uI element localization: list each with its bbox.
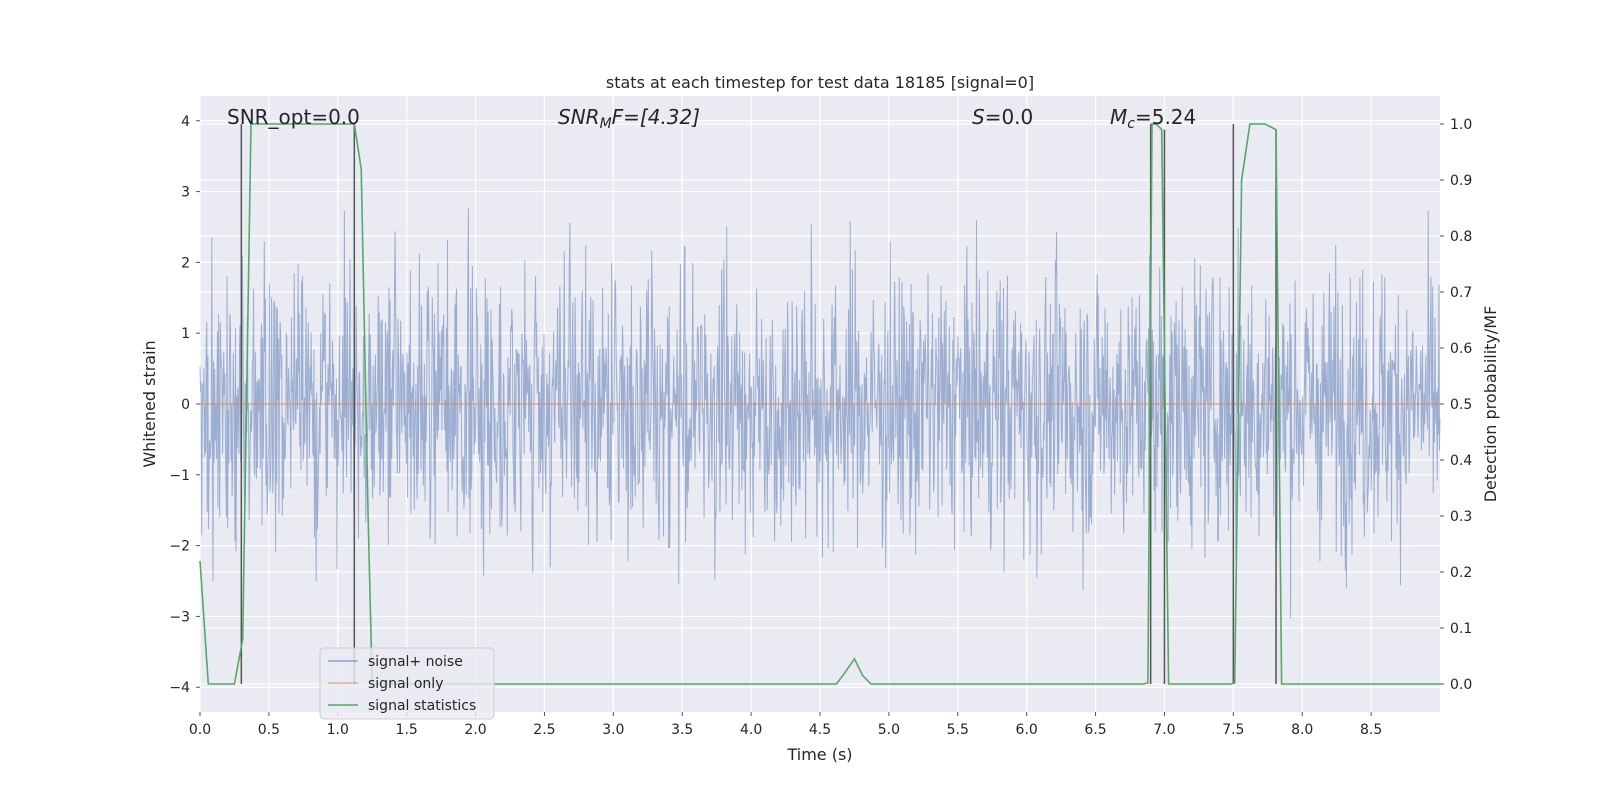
x-tick-label: 6.0	[1016, 722, 1038, 738]
x-tick-label: 5.5	[947, 722, 969, 738]
x-tick-label: 7.5	[1222, 722, 1244, 738]
y2-tick-label: 0.3	[1450, 509, 1472, 525]
legend-label-stats: signal statistics	[368, 698, 476, 714]
x-tick-label: 4.5	[809, 722, 831, 738]
legend-label-signal: signal only	[368, 676, 443, 692]
x-tick-label: 6.5	[1084, 722, 1106, 738]
x-tick-label: 2.5	[533, 722, 555, 738]
annotation-mc-prefix: M	[1110, 105, 1127, 129]
annotation-s-value: =0.0	[985, 105, 1034, 129]
signal-statistics-series	[199, 123, 1440, 685]
y-tick-label: 3	[181, 185, 190, 201]
y2-tick-label: 0.1	[1450, 621, 1472, 637]
x-tick-label: 0.0	[189, 722, 211, 738]
y-tick-label: 2	[181, 255, 190, 271]
annotation-s-prefix: S	[972, 105, 985, 129]
y-tick-label: 0	[181, 397, 190, 413]
y2-tick-label: 0.0	[1450, 677, 1472, 693]
legend-box	[319, 647, 495, 720]
y-tick-label: −4	[169, 680, 190, 696]
x-tick-label: 2.0	[464, 722, 486, 738]
x-tick-label: 8.5	[1360, 722, 1382, 738]
annotation-mc-value: =5.24	[1135, 105, 1196, 129]
y2-tick-label: 0.5	[1450, 397, 1472, 413]
x-axis-ticks: 0.0 0.5 1.0 1.5 2.0 2.5 3.0 3.5 4.0 4.5 5.0 5.5 6.0 6…	[189, 712, 1382, 738]
annotation-snr-mf-prefix: SNR	[558, 105, 600, 129]
y-tick-label: 1	[181, 326, 190, 342]
y-tick-label: −2	[169, 539, 190, 555]
chart-title: stats at each timestep for test data 181…	[606, 73, 1034, 92]
y-axis-label: Whitened strain	[140, 340, 159, 467]
x-tick-label: 1.5	[396, 722, 418, 738]
y2-tick-label: 0.6	[1450, 341, 1472, 357]
y-tick-label: 4	[181, 114, 190, 130]
legend: signal+ noise signal only signal statist…	[319, 647, 495, 720]
y2-axis-ticks: 0.0 0.1 0.2 0.3 0.4 0.5 0.6 0.7 0.8 0.9 1.0	[1440, 117, 1472, 693]
y2-tick-label: 0.8	[1450, 229, 1472, 245]
signal-statistics-line	[199, 123, 1440, 685]
x-tick-label: 1.0	[327, 722, 349, 738]
y2-tick-label: 0.4	[1450, 453, 1472, 469]
x-tick-label: 3.5	[671, 722, 693, 738]
y2-tick-label: 0.7	[1450, 285, 1472, 301]
annotation-snr-mf: SNRMF=[4.32]	[558, 105, 700, 132]
x-tick-label: 5.0	[878, 722, 900, 738]
y2-axis-label: Detection probability/MF	[1481, 306, 1500, 503]
x-tick-label: 4.0	[740, 722, 762, 738]
annotation-snr-opt: SNR_opt=0.0	[227, 105, 360, 129]
annotation-mc: Mc=5.24	[1110, 105, 1196, 132]
x-tick-label: 7.0	[1153, 722, 1175, 738]
y2-tick-label: 1.0	[1450, 117, 1472, 133]
annotation-snr-mf-f: F=[4.32]	[612, 105, 700, 129]
x-axis-label: Time (s)	[786, 745, 852, 764]
y-tick-label: −1	[169, 468, 190, 484]
x-tick-label: 0.5	[258, 722, 280, 738]
legend-label-noise: signal+ noise	[368, 654, 463, 670]
x-tick-label: 3.0	[602, 722, 624, 738]
y2-tick-label: 0.9	[1450, 173, 1472, 189]
annotation-s: S=0.0	[972, 105, 1033, 129]
annotation-snr-mf-subscript: M	[600, 116, 612, 132]
y2-tick-label: 0.2	[1450, 565, 1472, 581]
x-tick-label: 8.0	[1291, 722, 1313, 738]
y-axis-ticks: 4 3 2 1 0 −1 −2 −3 −4	[169, 114, 200, 696]
annotation-mc-subscript: c	[1127, 116, 1135, 132]
y-tick-label: −3	[169, 609, 190, 625]
